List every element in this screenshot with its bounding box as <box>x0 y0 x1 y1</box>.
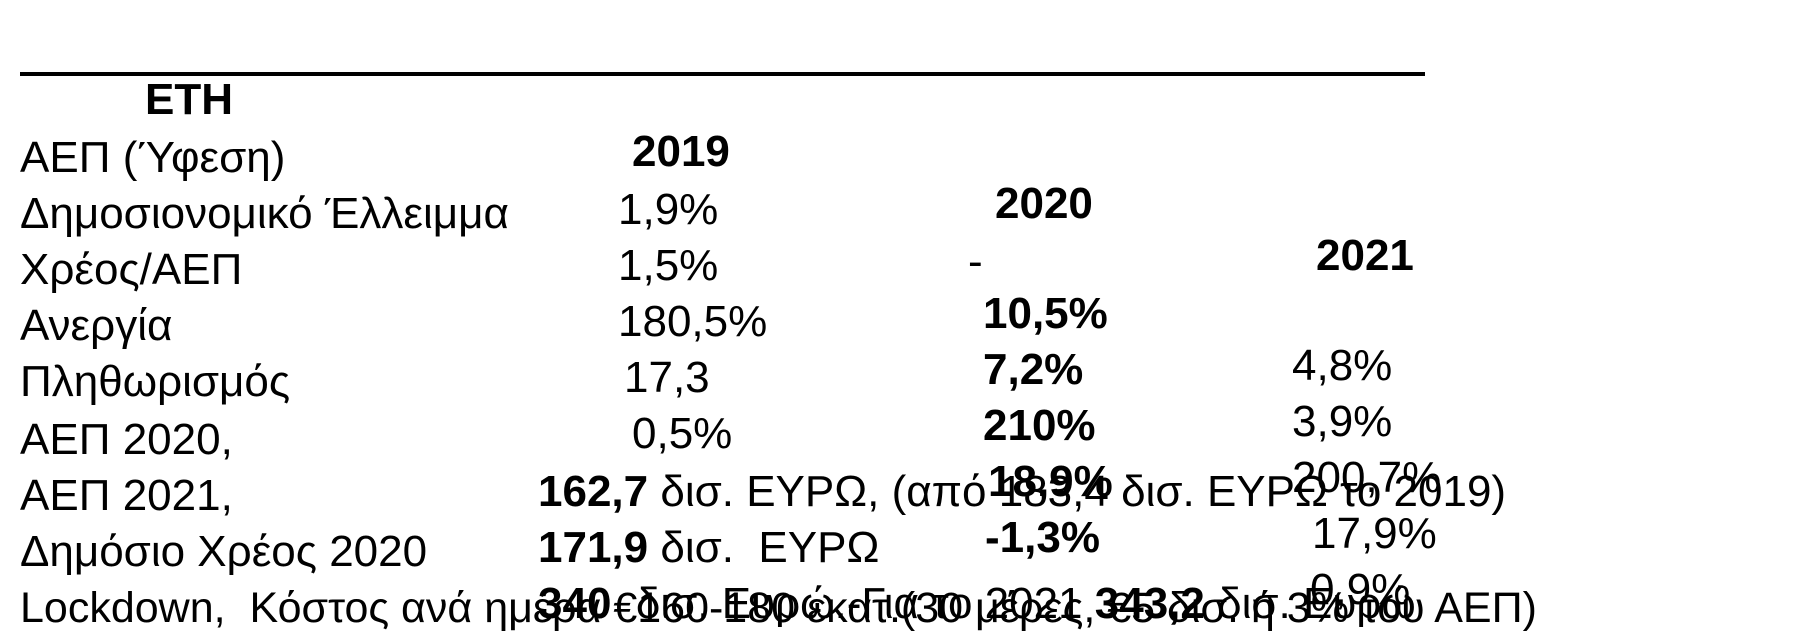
note-lockdown: Lockdown, Κόστος ανά ημέρα €160-180 εκατ… <box>0 530 1808 632</box>
value-2021: 4,8% <box>1292 341 1393 390</box>
value-2020: 7,2% <box>983 345 1084 394</box>
note-value-rest: 162,7 δισ. ΕΥΡΩ, (από 183,4 δισ. ΕΥΡΩ το… <box>538 466 1506 518</box>
value-2020: 10,5% <box>983 289 1108 338</box>
value-2019: 180,5% <box>618 297 768 346</box>
header-label: ΕΤΗ <box>145 75 233 124</box>
value-2020: 18,9% <box>988 457 1113 506</box>
value-2019: 0,5% <box>632 409 733 458</box>
value-2019: 1,9% <box>618 185 719 234</box>
note-value: 171,9 <box>538 523 649 572</box>
note-rest: δισ. ΕΥΡΩ, (από 183,4 δισ. ΕΥΡΩ το 2019) <box>648 467 1507 516</box>
lockdown-text: Lockdown, Κόστος ανά ημέρα €160-180 εκατ… <box>20 584 1537 632</box>
table-row: ΑΕΠ (Ύφεση) 1,9% - 10,5% 4,8% <box>0 80 1808 390</box>
note-label: ΑΕΠ 2020, <box>20 415 233 464</box>
header-year-2019: 2019 <box>632 127 730 176</box>
value-2020: 210% <box>983 401 1096 450</box>
note-rest: δισ. ΕΥΡΩ <box>648 523 880 572</box>
value-2020-sign: - <box>968 237 983 286</box>
header-year-2020: 2020 <box>995 179 1093 228</box>
note-debt-2020: Δημόσιο Χρέος 2020 340 δισ. Ευρώ.-Για το… <box>0 474 1808 628</box>
table-row: Χρέος/ΑΕΠ 180,5% 210% 200,7% <box>0 192 1808 502</box>
note-value-rest: 171,9 δισ. ΕΥΡΩ <box>538 522 879 574</box>
header-year-2021: 2021 <box>1316 231 1414 280</box>
table-row: Ανεργία 17,3 18,9% 17,9% <box>0 248 1808 558</box>
value-2021: 3,9% <box>1292 397 1393 446</box>
table-row: Πληθωρισμός 0,5% -1,3% 0,9% <box>0 304 1808 614</box>
value-2020: -1,3% <box>985 513 1100 562</box>
header-underline <box>20 72 1425 76</box>
row-label: Χρέος/ΑΕΠ <box>20 245 243 294</box>
row-label: Πληθωρισμός <box>20 357 291 406</box>
value-2021: 200,7% <box>1292 453 1442 502</box>
note-label: ΑΕΠ 2021, <box>20 471 233 520</box>
note-gdp-2020: ΑΕΠ 2020, 162,7 δισ. ΕΥΡΩ, (από 183,4 δι… <box>0 362 1808 516</box>
note-gdp-2021: ΑΕΠ 2021, 171,9 δισ. ΕΥΡΩ <box>0 418 1808 572</box>
value-2021: 0,9% <box>1310 565 1411 614</box>
value-2021: 17,9% <box>1312 509 1437 558</box>
value-2019: 17,3 <box>624 353 710 402</box>
row-label: ΑΕΠ (Ύφεση) <box>20 133 286 182</box>
note-value: 162,7 <box>538 467 649 516</box>
note-label: Δημόσιο Χρέος 2020 <box>20 527 428 576</box>
row-label: Ανεργία <box>20 301 173 350</box>
table-row: Δημοσιονομικό Έλλειμμα 1,5% 7,2% 3,9% <box>0 136 1808 446</box>
table-header: ΕΤΗ 2019 2020 2021 <box>0 22 1808 280</box>
row-label: Δημοσιονομικό Έλλειμμα <box>20 189 509 238</box>
value-2019: 1,5% <box>618 241 719 290</box>
